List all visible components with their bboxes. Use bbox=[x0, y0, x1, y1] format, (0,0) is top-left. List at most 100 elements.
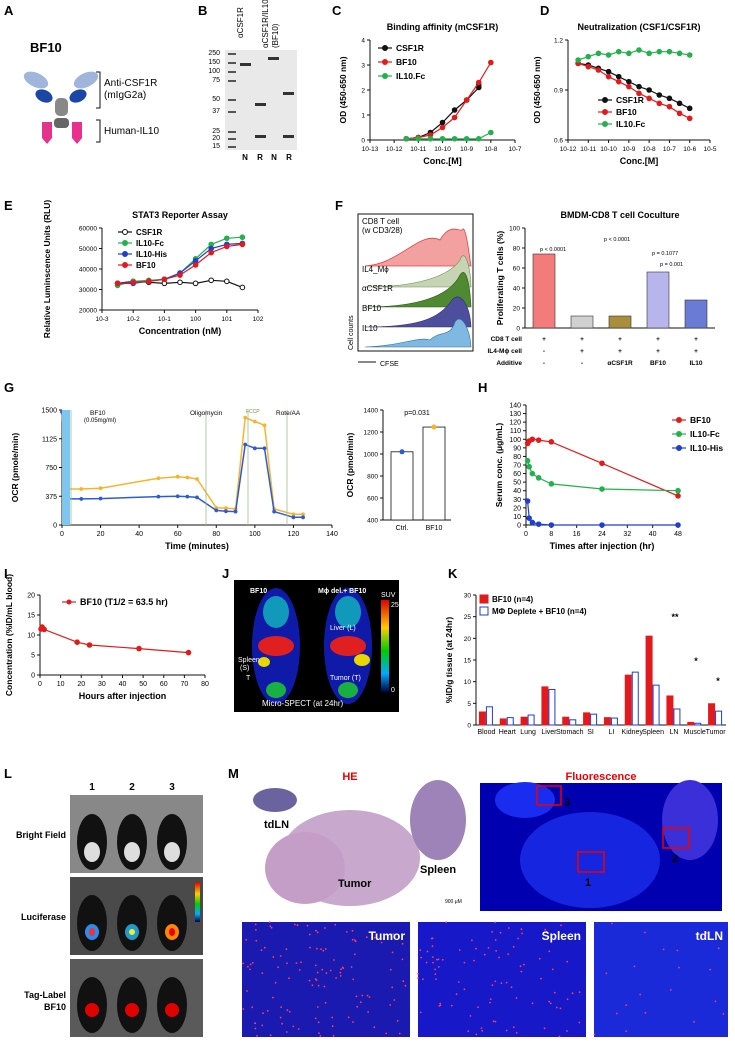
fluor-dot bbox=[331, 1016, 334, 1019]
bar-Stomach-1 bbox=[569, 719, 577, 726]
fluor-dot bbox=[268, 921, 271, 923]
legend-label: IL10-Fc bbox=[690, 429, 720, 439]
x-tick-label: 32 bbox=[623, 531, 631, 538]
fluor-dot bbox=[266, 1010, 269, 1012]
bar-Kidney-1 bbox=[631, 671, 639, 726]
x-tick-label: 24 bbox=[598, 531, 606, 538]
he-spleen bbox=[410, 780, 466, 860]
data-point-IL10.Fc bbox=[615, 48, 622, 55]
fluor-dot bbox=[494, 921, 496, 924]
y-axis-label: OD (450-650 nm) bbox=[338, 56, 348, 123]
lane-header-1: αCSF1R bbox=[236, 7, 245, 38]
x-tick-label: 100 bbox=[190, 316, 201, 323]
x-tick-label: 10 bbox=[57, 681, 65, 688]
antibody-icon bbox=[23, 71, 99, 144]
fluor-dot bbox=[439, 1004, 442, 1007]
data-point-Ctrl bbox=[224, 509, 228, 514]
fluor-dot bbox=[322, 949, 325, 952]
y-tick-label: 20 bbox=[27, 593, 35, 600]
legend-label: CSF1R bbox=[616, 95, 644, 105]
fluor-dot bbox=[324, 948, 327, 950]
data-point-IL10-Fc bbox=[548, 481, 555, 487]
data-point-IL10-His bbox=[524, 498, 531, 504]
lane-label-3: N bbox=[271, 153, 277, 162]
fluor-dot bbox=[544, 928, 547, 931]
category-label: Spleen bbox=[642, 729, 664, 736]
data-point-IL10.Fc bbox=[427, 135, 434, 142]
row-value: + bbox=[580, 336, 584, 343]
y-tick-label: 20 bbox=[513, 306, 521, 313]
data-point-BF10 bbox=[636, 90, 642, 97]
row-value: + bbox=[542, 336, 546, 343]
bar-Muscle-0 bbox=[687, 721, 695, 726]
data-point-IL10-Fc bbox=[535, 475, 542, 481]
bar-5 bbox=[684, 299, 708, 329]
fluor-dot bbox=[391, 951, 394, 954]
fluor-dot bbox=[368, 996, 371, 998]
chart-g2: 400 600 800 1000 1200 1400 OCR (pmol/min) Ctrl.… bbox=[345, 408, 451, 532]
fluor-dot bbox=[333, 959, 335, 961]
data-point-IL10-His bbox=[675, 522, 681, 528]
fluor-dot bbox=[519, 965, 522, 968]
fluor-dot bbox=[578, 1021, 581, 1024]
fluor-dot bbox=[491, 984, 494, 987]
anno-oligomycin: Oligomycin bbox=[190, 410, 223, 417]
chart-c: 0 1 2 3 4 10-13 10-12 10-11 10-10 10-9 10-8 10-7 Bin… bbox=[338, 22, 522, 166]
fluor-dot bbox=[419, 1011, 422, 1014]
fluor-dot bbox=[297, 1028, 300, 1030]
bar-category-label: Ctrl. bbox=[396, 525, 409, 532]
pvalue-5: p = 0.001 bbox=[660, 262, 683, 268]
chart-i: 0 5 10 15 20 0 10 20 30 40 50 60 70 80 Hours after inj… bbox=[4, 574, 209, 701]
panel-letters: A B C D E F G H I J K L M bbox=[4, 3, 549, 781]
data-point-BF10 bbox=[224, 243, 230, 250]
fluor-dot bbox=[361, 994, 364, 997]
data-point-BF10 bbox=[79, 487, 84, 491]
legend-swatch bbox=[479, 606, 489, 616]
chart-k: 0 5 10 15 20 25 30 %ID/g tissue (at 24hr) Blood H… bbox=[444, 593, 726, 737]
data-point-BF10 bbox=[86, 642, 93, 648]
fluor-dot bbox=[401, 942, 404, 945]
fluor-dot bbox=[262, 1012, 264, 1015]
y-tick-label: 5 bbox=[467, 701, 471, 708]
bar-LN-0 bbox=[666, 695, 674, 726]
fluor-dot bbox=[286, 962, 288, 965]
fluor-dot bbox=[475, 947, 477, 950]
y-tick-label: 30000 bbox=[79, 287, 97, 294]
data-point-IL10.Fc bbox=[626, 50, 632, 57]
axis-lines bbox=[61, 410, 332, 526]
mw-250: 250 bbox=[208, 50, 220, 57]
gel-background bbox=[225, 50, 297, 150]
data-point-BF10 bbox=[175, 474, 180, 479]
fluor-dot bbox=[450, 1004, 453, 1007]
y-tick-label: 40000 bbox=[79, 267, 97, 274]
fluor-dot bbox=[296, 924, 299, 927]
category-label: LI bbox=[608, 729, 614, 736]
mw-37: 37 bbox=[212, 108, 220, 115]
panel-m-histology: HE Fluorescence tdLN Spleen Tumor 3 2 1 … bbox=[242, 771, 728, 1038]
row-label-luciferase: Luciferase bbox=[21, 912, 66, 922]
y-tick-label: 10 bbox=[464, 679, 472, 686]
fluor-dot bbox=[558, 1035, 561, 1038]
fluor-dot bbox=[380, 941, 383, 944]
lane-label-2: R bbox=[257, 153, 263, 162]
fluor-dot bbox=[314, 1017, 317, 1020]
y-tick-label: 100 bbox=[509, 226, 520, 233]
fluor-dot bbox=[669, 989, 672, 991]
data-point-Ctrl bbox=[291, 515, 296, 520]
bar-Blood-1 bbox=[485, 706, 493, 726]
y-tick-label: 1000 bbox=[364, 452, 379, 459]
fluor-dot bbox=[487, 947, 490, 949]
x-tick-label: 40 bbox=[649, 531, 657, 538]
fluor-dot bbox=[578, 991, 581, 993]
axis-lines bbox=[39, 595, 205, 676]
data-point-IL10.Fc bbox=[605, 52, 612, 58]
data-point-Ctrl bbox=[252, 446, 257, 451]
panel-letter-l: L bbox=[4, 766, 12, 781]
data-point-Ctrl bbox=[185, 494, 190, 499]
fluor-dot bbox=[477, 1006, 479, 1008]
fluor-dot bbox=[285, 948, 288, 951]
fluor-dot bbox=[249, 963, 252, 966]
panel-l-imaging: 1 2 3 Bright Field Luciferase Tag-Label … bbox=[16, 782, 203, 1037]
bar-Liver-0 bbox=[541, 686, 549, 726]
legend-marker bbox=[676, 417, 682, 423]
